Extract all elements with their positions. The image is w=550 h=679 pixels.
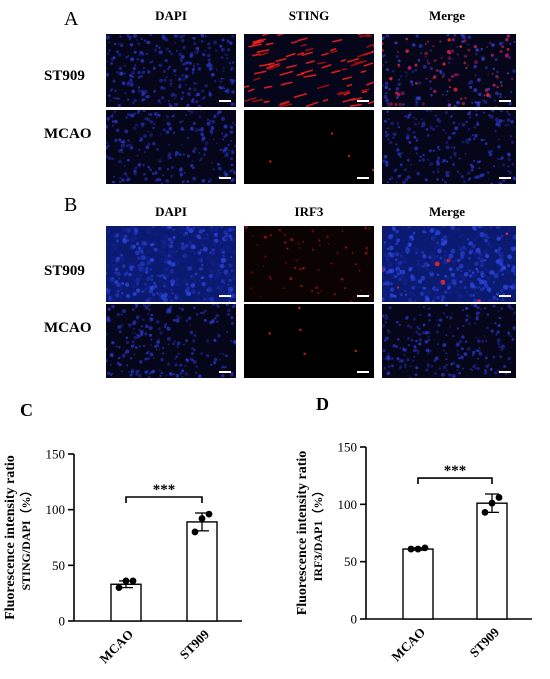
micrograph-a-mcao-dapi [106,110,236,184]
micrograph-b-st909-irf3 [244,226,374,302]
chart-c-y-tick-label: 100 [46,502,66,517]
chart-d-point [407,545,415,553]
chart-d-bar-st909 [476,502,508,620]
chart-d-y-tick-label: 100 [338,497,358,512]
micrograph-b-mcao-merge [382,304,516,378]
chart-c-y-tick-label: 0 [59,614,66,629]
chart-d-y-tick-label: 0 [351,612,358,627]
chart-c-point [191,528,199,536]
chart-c-x-label-mcao: MCAO [96,627,136,667]
chart-d-point [495,494,503,501]
chart-d-ylabel-line1: Fluorescence intensity ratio [295,451,310,616]
chart-d-point [414,545,422,553]
chart-d-y-tick-label: 50 [344,554,357,569]
micrograph-a-st909-dapi [106,34,236,107]
chart-c-point [205,510,213,518]
panel-b-col-dapi: DAPI [155,204,187,219]
panel-c-letter: C [20,400,33,420]
chart-c-y-tick-label: 150 [46,447,66,462]
chart-c-bar-st909 [186,521,218,622]
micrograph-a-mcao-sting [244,110,374,184]
chart-d-significance-label: *** [444,463,467,479]
chart-d-x-label-st909: ST909 [466,624,502,660]
chart-d-bar-mcao [402,548,434,620]
panel-a-letter: A [64,8,79,30]
micrograph-a-st909-sting [244,34,374,107]
chart-c-point [122,577,130,585]
micrograph-b-st909-dapi [106,226,236,302]
panel-b-col-merge: Merge [428,204,466,219]
micrograph-a-st909-merge [382,34,516,107]
micrograph-b-st909-merge [382,226,516,302]
panel-a-col-merge: Merge [428,8,466,23]
chart-c-ylabel-line1: Fluorescence intensity ratio [3,455,18,620]
chart-c-bar-mcao [110,583,142,622]
chart-c-significance-bracket [125,496,203,504]
chart-c: 0 50 100 150 Fluorescence intensity ratio STI… [3,447,242,667]
panel-b-row-st909: ST909 [44,263,85,279]
micrograph-b-mcao-dapi [106,304,236,378]
panel-d-letter: D [316,394,329,414]
chart-c-y-tick-label: 50 [52,558,65,573]
chart-d-x-label-mcao: MCAO [388,625,428,665]
panel-a-row-mcao: MCAO [44,126,92,142]
chart-d-ylabel-line2: IRF3/DAP1（%） [310,485,325,582]
chart-d: 0 50 100 150 Fluorescence intensity ratio IRF… [295,440,532,665]
panel-a-col-dapi: DAPI [155,8,187,23]
chart-d-point [481,508,489,516]
chart-d-y-tick-label: 150 [338,440,358,455]
chart-c-x-label-st909: ST909 [176,626,212,662]
chart-c-point [115,584,123,591]
chart-c-point [129,577,137,585]
micrograph-a-mcao-merge [382,110,516,184]
panel-b-row-mcao: MCAO [44,320,92,336]
panel-b-letter: B [64,194,78,216]
panel-b-col-irf3: IRF3 [294,204,324,219]
chart-c-point [198,515,206,522]
panel-a-row-st909: ST909 [44,68,85,84]
chart-c-significance-label: *** [153,482,176,498]
chart-c-ylabel-line2: STING/DAPI（%） [18,484,33,590]
chart-d-point [421,544,429,552]
micrograph-b-mcao-irf3 [244,304,374,378]
chart-d-significance-bracket [417,477,493,485]
panel-a-col-sting: STING [288,8,330,23]
chart-d-point [488,499,496,507]
